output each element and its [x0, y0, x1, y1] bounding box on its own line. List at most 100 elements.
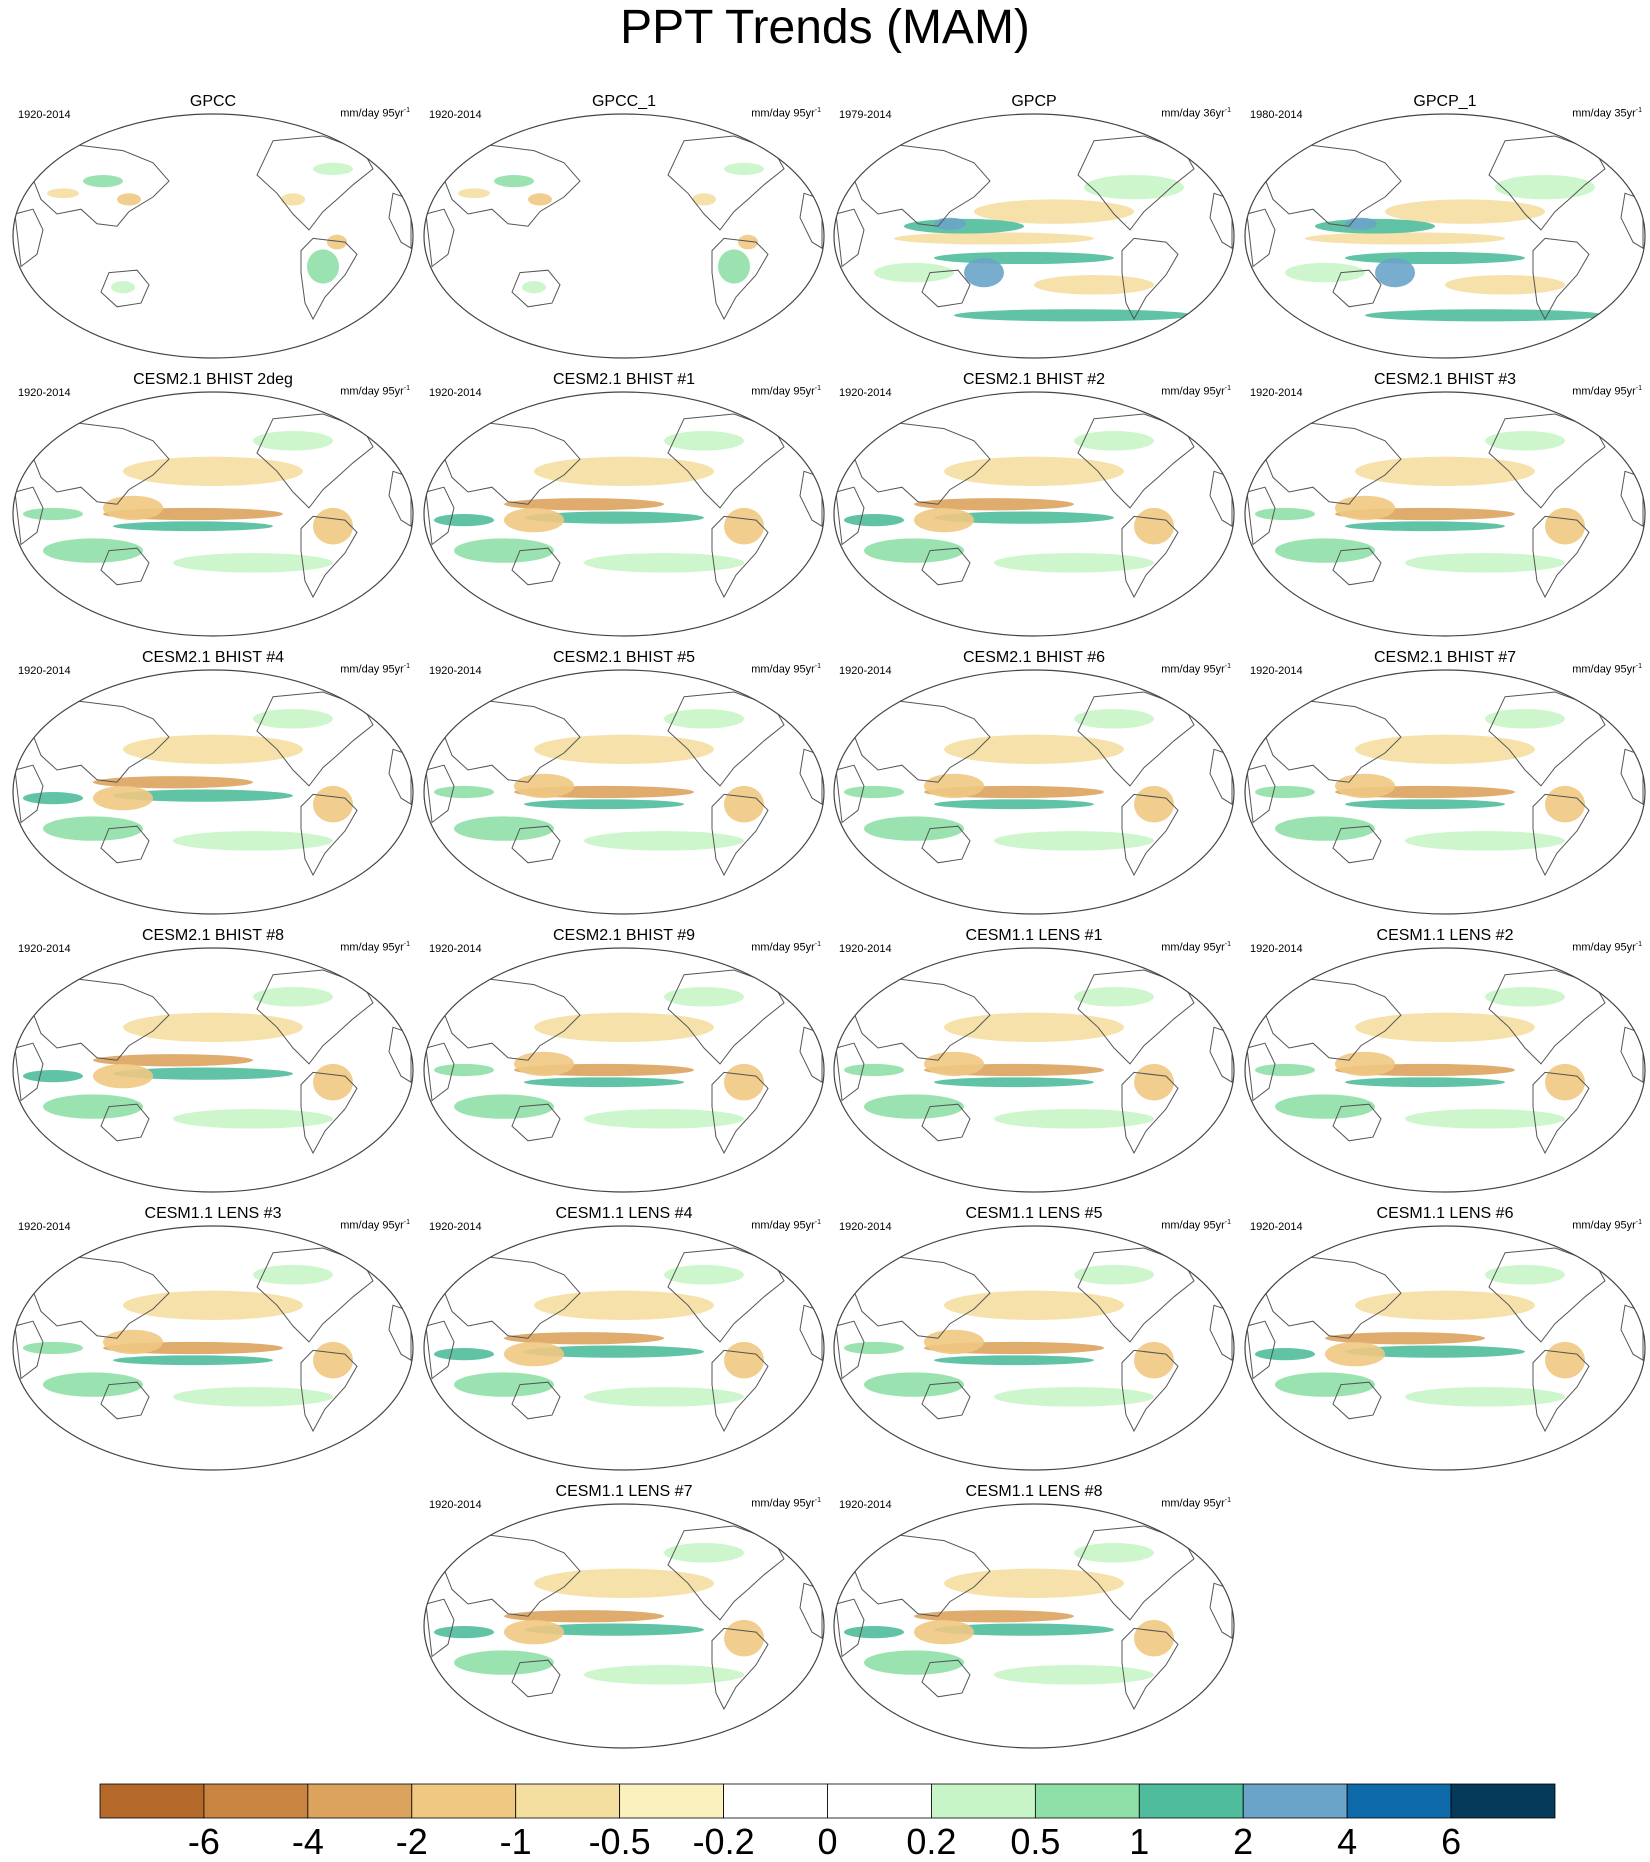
colorbar-bin [99, 1783, 205, 1819]
trend-patch [864, 1650, 964, 1675]
coastline [1600, 401, 1622, 425]
trend-patch [313, 507, 353, 545]
panel-units: mm/day 95yr-1 [340, 382, 410, 399]
panel-units-text: mm/day 35yr [1572, 107, 1636, 120]
map-panel: CESM1.1 LENS #1 1920-2014 mm/day 95yr-1 [829, 926, 1239, 1204]
coastline [1121, 793, 1179, 877]
trend-patch [1345, 521, 1505, 532]
coastline [1532, 1349, 1590, 1433]
trend-patch [1275, 1094, 1375, 1119]
trend-field [424, 948, 824, 1192]
trend-patch [1325, 1341, 1385, 1367]
map-panel: CESM2.1 BHIST #5 1920-2014 mm/day 95yr-1 [419, 648, 829, 926]
trend-patch [944, 734, 1124, 764]
panel-title: CESM2.1 BHIST #3 [1374, 371, 1516, 388]
map-border [1244, 947, 1646, 1193]
coastline [511, 1659, 561, 1698]
map-border [12, 113, 414, 359]
panel-units-text: mm/day 95yr [1161, 385, 1225, 398]
panel-period: 1920-2014 [429, 1499, 482, 1511]
panel-units-text: mm/day 95yr [1161, 1219, 1225, 1232]
colorbar-bin [515, 1783, 621, 1819]
trend-patch [93, 1054, 253, 1067]
panel-units-text: mm/day 95yr [751, 1497, 815, 1510]
trend-patch [313, 1341, 353, 1379]
map-border [12, 947, 414, 1193]
coastline [1532, 515, 1590, 599]
trend-field [424, 1226, 824, 1470]
trend-patch [1034, 275, 1154, 295]
trend-field [424, 392, 824, 636]
map-panel: CESM2.1 BHIST #7 1920-2014 mm/day 95yr-1 [1240, 648, 1650, 926]
coastline [425, 486, 455, 546]
trend-patch [994, 1109, 1154, 1129]
trend-patch [1074, 1265, 1154, 1285]
trend-patch [434, 1063, 494, 1077]
coastline [1332, 1381, 1382, 1420]
trend-field [1245, 1226, 1645, 1470]
trend-patch [111, 281, 135, 294]
trend-field [834, 1226, 1234, 1470]
trend-patch [924, 1051, 984, 1077]
panel-units-exponent: -1 [403, 1219, 410, 1226]
panel-units-text: mm/day 95yr [1572, 941, 1636, 954]
panel-title: CESM2.1 BHIST #8 [142, 927, 284, 944]
map-plot [833, 1503, 1235, 1749]
panel-title: CESM1.1 LENS #7 [555, 1483, 693, 1500]
colorbar-bin [931, 1783, 1036, 1819]
panel-period: 1920-2014 [18, 943, 71, 955]
colorbar-bin [1138, 1783, 1244, 1819]
coastline [711, 1627, 769, 1711]
trend-patch [1335, 773, 1395, 799]
trend-patch [724, 162, 764, 175]
map-plot [1244, 1225, 1646, 1471]
coastline [14, 486, 44, 546]
panel-units-exponent: -1 [814, 385, 821, 392]
panel-title: CESM1.1 LENS #3 [144, 1205, 282, 1222]
map-plot [833, 1225, 1235, 1471]
panel-units-text: mm/day 95yr [751, 663, 815, 676]
trend-patch [934, 1623, 1114, 1636]
trend-patch [724, 1619, 764, 1657]
trend-patch [113, 789, 293, 802]
map-border [12, 669, 414, 915]
coastline [300, 793, 358, 877]
trend-patch [504, 1610, 664, 1623]
panel-units: mm/day 95yr-1 [1572, 1216, 1642, 1233]
trend-patch [724, 785, 764, 823]
panel-title: CESM2.1 BHIST 2deg [133, 371, 293, 388]
coastline [1600, 1235, 1622, 1259]
map-panel: GPCP 1979-2014 mm/day 36yr-1 [829, 92, 1239, 370]
panel-units-text: mm/day 95yr [751, 941, 815, 954]
map-plot [423, 1225, 825, 1471]
panel-units-exponent: -1 [403, 663, 410, 670]
coastline [1260, 143, 1402, 227]
trend-patch [327, 234, 347, 250]
trend-patch [173, 1387, 333, 1407]
trend-patch [864, 538, 964, 563]
panel-units: mm/day 95yr-1 [340, 1216, 410, 1233]
panel-period: 1920-2014 [839, 665, 892, 677]
map-border [423, 391, 825, 637]
coastline [300, 1349, 358, 1433]
coastline [511, 825, 561, 864]
panel-units: mm/day 36yr-1 [1161, 104, 1231, 121]
trend-patch [454, 1650, 554, 1675]
trend-field [1245, 392, 1645, 636]
trend-patch [1345, 217, 1377, 230]
map-panel: GPCP_1 1980-2014 mm/day 35yr-1 [1240, 92, 1650, 370]
trend-patch [934, 799, 1094, 810]
panel-units-text: mm/day 95yr [340, 1219, 404, 1232]
trend-patch [1134, 1619, 1174, 1657]
coastline [28, 699, 170, 783]
map-plot [12, 113, 414, 359]
trend-patch [1445, 275, 1565, 295]
trend-patch [844, 514, 904, 527]
trend-patch [1385, 199, 1545, 224]
coastline [28, 421, 170, 505]
coastline [1189, 401, 1211, 425]
trend-patch [514, 1051, 574, 1077]
panel-title: CESM2.1 BHIST #4 [142, 649, 284, 666]
panel-units-text: mm/day 95yr [1161, 1497, 1225, 1510]
trend-patch [173, 1109, 333, 1129]
